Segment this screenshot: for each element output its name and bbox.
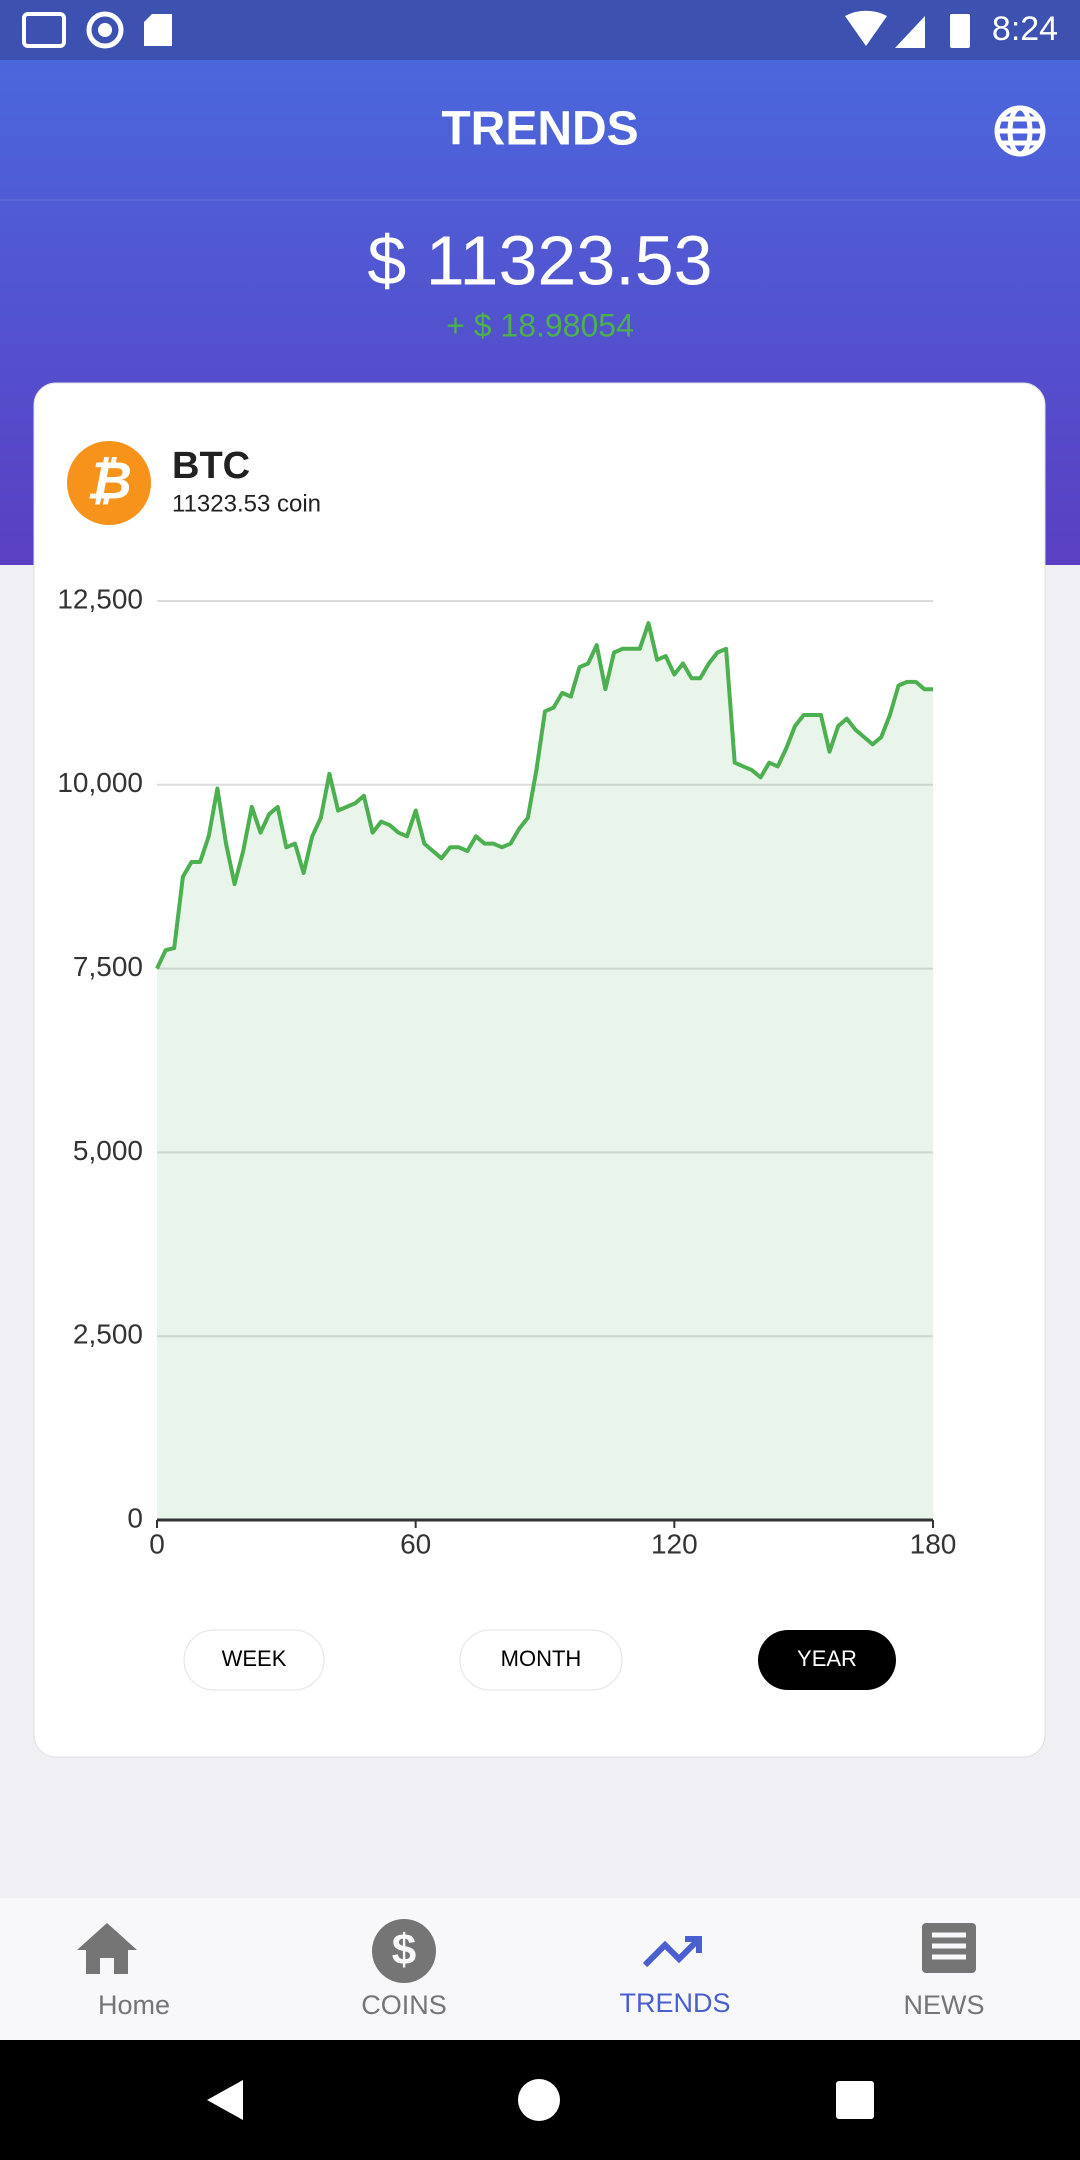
coin-amount: 11323.53 coin [172,490,321,517]
x-tick-label: 180 [910,1528,957,1559]
chart: 0 2,500 5,000 7,500 10,000 12,500 0 60 120 180 [57,583,956,1559]
coin-symbol: BTC [172,445,250,487]
x-tick-label: 120 [651,1528,698,1559]
status-bar [0,0,1080,60]
range-month[interactable]: MONTH [459,1629,623,1691]
nav-icon [642,1936,702,1968]
y-tick-label: 5,000 [73,1135,143,1166]
y-tick-label: 12,500 [57,583,143,614]
range-week[interactable]: WEEK [183,1629,325,1691]
nav-icon-glyph: $ [392,1926,416,1975]
nav-label: COINS [361,1990,447,2020]
bottom-nav [0,1898,1080,2040]
button-label: MONTH [501,1646,582,1671]
status-icons [22,10,970,49]
nav-coins[interactable]: $ COINS [361,1919,447,2020]
button-bg [459,1629,623,1691]
y-tick-label: 0 [127,1502,143,1533]
recents-button[interactable] [836,2081,874,2119]
range-year[interactable]: YEAR [758,1630,896,1690]
coin-card [33,382,1046,1758]
status-time: 8:24 [992,10,1058,48]
button-bg [758,1630,896,1690]
home-button[interactable] [518,2079,560,2121]
price-value: $ 11323.53 [367,221,712,299]
button-bg [183,1629,325,1691]
nav-label: Home [98,1990,170,2020]
coin-icon [67,441,151,525]
nav-icon [372,1919,436,1983]
nav-trends[interactable]: TRENDS [619,1936,731,2018]
nav-news[interactable]: NEWS [904,1923,985,2020]
back-button[interactable] [207,2080,243,2120]
y-tick-label: 2,500 [73,1319,143,1350]
nav-label: NEWS [904,1990,985,2020]
nav-label: TRENDS [619,1988,730,2018]
nav-home[interactable]: Home [77,1923,170,2020]
price-change: + $ 18.98054 [446,307,634,343]
nav-icon-lines [932,1932,966,1960]
area [157,623,933,1520]
y-tick-label: 10,000 [57,767,143,798]
button-label: WEEK [222,1646,287,1671]
header-title: TRENDS [441,103,638,156]
coin-icon-glyph: ₿ [86,453,132,511]
line [155,621,933,970]
nav-icon [77,1923,137,1974]
y-tick-label: 7,500 [73,951,143,982]
button-label: YEAR [797,1646,857,1671]
x-tick-label: 60 [400,1528,431,1559]
globe-button[interactable] [994,105,1046,157]
x-tick-label: 0 [149,1528,165,1559]
